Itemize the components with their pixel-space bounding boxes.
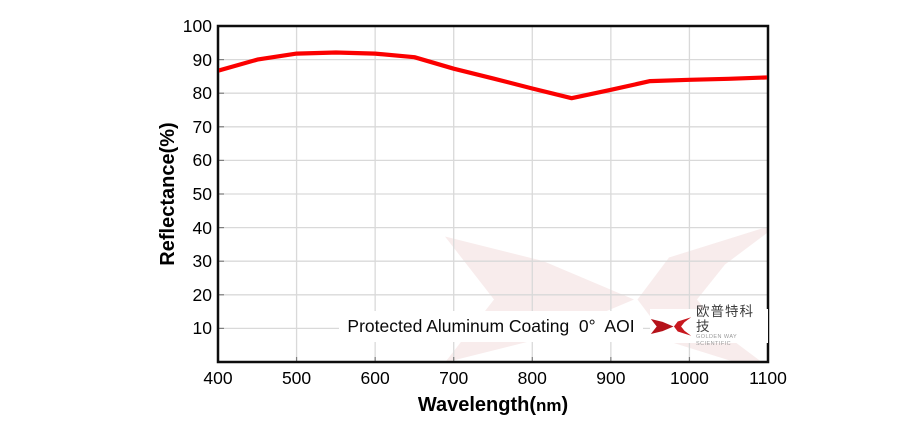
y-tick-label: 90: [192, 49, 212, 70]
x-axis-title-unit: nm: [535, 396, 562, 415]
data-series: [219, 50, 767, 101]
x-tick-label: 900: [596, 368, 626, 388]
logo-mark-icon: [650, 316, 692, 336]
company-logo: 欧普特科技 GOLDEN WAY SCIENTIFIC: [650, 304, 768, 347]
gridlines: [218, 26, 768, 362]
logo-text-group: 欧普特科技 GOLDEN WAY SCIENTIFIC: [696, 304, 768, 348]
x-axis-title-close: ): [561, 394, 569, 416]
reflectance-curve: [219, 50, 767, 101]
y-tick-label: 60: [192, 150, 212, 171]
x-tick-label: 1100: [749, 368, 787, 388]
x-tick-label: 800: [517, 368, 547, 388]
series-annotation-label: Protected Aluminum Coating 0° AOI: [339, 311, 643, 342]
y-tick-label: 80: [192, 83, 212, 104]
watermark-c: [637, 226, 767, 361]
y-tick-label: 40: [192, 217, 212, 238]
logo-text-en: GOLDEN WAY SCIENTIFIC: [696, 334, 738, 347]
x-tick-label: 500: [281, 368, 312, 388]
y-axis-title: Reflectance(%): [157, 122, 179, 266]
x-tick-label: 1000: [669, 368, 709, 388]
watermark-logo: [445, 226, 767, 361]
watermark-shape: [445, 226, 767, 361]
watermark-wing: [445, 236, 634, 361]
y-tick-label: 30: [192, 251, 212, 272]
x-tick-label: 400: [203, 368, 233, 388]
x-tick-label: 600: [360, 368, 390, 388]
logo-text-cn: 欧普特科技: [696, 304, 754, 334]
x-axis-title: Wavelength(nm): [318, 394, 668, 417]
y-tick-label: 50: [192, 184, 212, 204]
y-tick-label: 10: [192, 318, 212, 339]
y-tick-label: 100: [182, 16, 212, 36]
y-tick-label: 70: [192, 116, 212, 137]
plot-border: [216, 24, 770, 364]
x-tick-label: 700: [439, 368, 469, 388]
x-axis-title-main: Wavelength(: [417, 394, 536, 416]
y-tick-label: 20: [192, 284, 212, 305]
